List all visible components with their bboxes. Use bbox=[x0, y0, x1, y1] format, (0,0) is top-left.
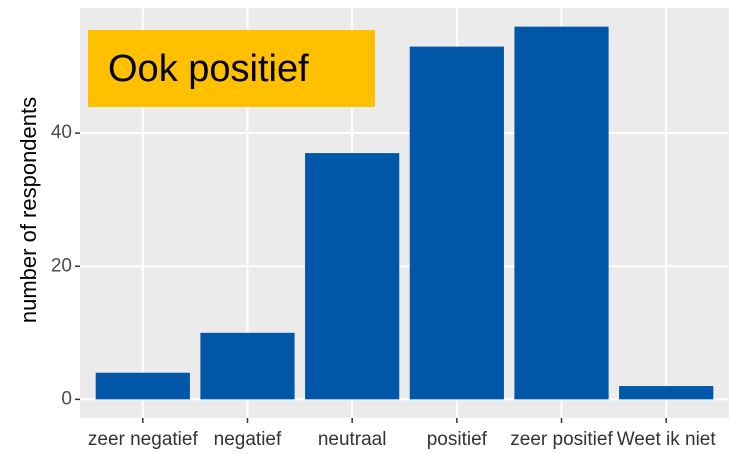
y-tick-label: 40 bbox=[51, 122, 72, 143]
x-tick-label: zeer positief bbox=[510, 429, 613, 450]
annotation-box bbox=[88, 30, 375, 107]
bar bbox=[95, 372, 190, 400]
y-tick-label: 0 bbox=[61, 388, 72, 409]
y-tick-label: 20 bbox=[51, 255, 72, 276]
x-tick-label: neutraal bbox=[318, 429, 387, 450]
bar bbox=[409, 46, 504, 400]
bar bbox=[619, 386, 714, 400]
y-axis-label: number of respondents bbox=[16, 97, 41, 323]
x-tick-label: negatief bbox=[214, 429, 282, 450]
x-tick-label: zeer negatief bbox=[88, 429, 199, 450]
x-tick-label: positief bbox=[427, 429, 488, 450]
bar bbox=[514, 26, 609, 400]
x-tick-label: Weet ik niet bbox=[617, 429, 717, 450]
bar bbox=[305, 153, 400, 400]
bar bbox=[200, 332, 295, 400]
annotation: Ook positief bbox=[108, 48, 309, 90]
